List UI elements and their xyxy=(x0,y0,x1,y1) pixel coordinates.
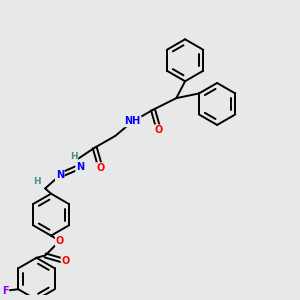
Text: O: O xyxy=(56,236,64,246)
Text: N: N xyxy=(76,162,84,172)
Text: O: O xyxy=(61,256,70,266)
Text: N: N xyxy=(56,170,64,180)
Text: H: H xyxy=(70,152,78,161)
Text: F: F xyxy=(2,286,8,296)
Text: O: O xyxy=(96,163,105,173)
Text: H: H xyxy=(33,177,40,186)
Text: O: O xyxy=(155,125,163,135)
Text: NH: NH xyxy=(124,116,141,126)
